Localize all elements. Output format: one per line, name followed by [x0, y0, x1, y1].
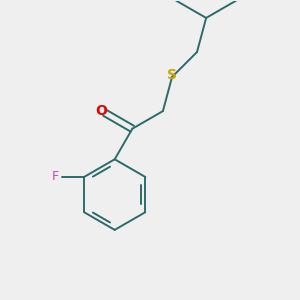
Text: O: O: [95, 104, 107, 118]
Text: F: F: [52, 170, 59, 183]
Text: S: S: [167, 68, 177, 82]
